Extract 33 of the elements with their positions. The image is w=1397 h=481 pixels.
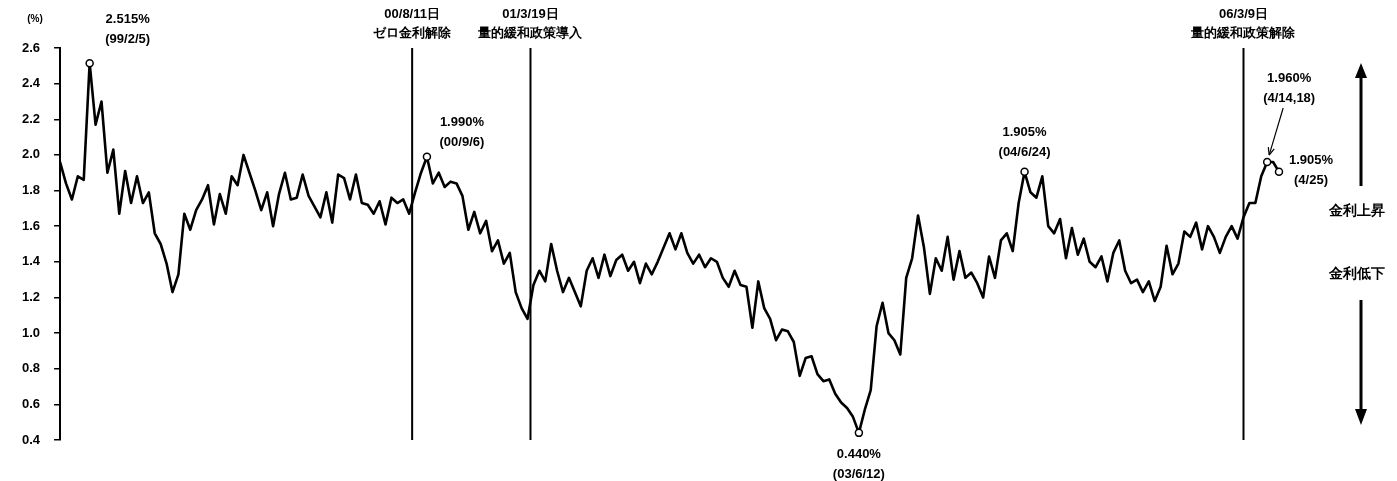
text: 金利低下: [1328, 265, 1385, 281]
y-tick-label: 2.0: [21, 146, 41, 162]
y-tick-label: 2.6: [21, 39, 41, 55]
point: [1020, 167, 1029, 177]
point: [1274, 167, 1284, 177]
text: 金利上昇: [1328, 202, 1385, 218]
text: ゼロ金利解除: [373, 25, 453, 40]
text: 2.515% (99/2/5): [105, 11, 151, 47]
y-tick-label: 1.4: [21, 253, 41, 269]
point: [854, 428, 864, 438]
y-tick-label: 1.8: [21, 182, 41, 198]
y-tick-label: 1.6: [21, 217, 41, 233]
point: [422, 152, 432, 161]
y-axis-title: (%): [27, 13, 43, 24]
annotation: 1.905% (04/6/24): [998, 123, 1051, 159]
y-tick-label: 2.2: [21, 110, 41, 126]
point: [85, 58, 94, 68]
text: 量的緩和政策解除: [1190, 25, 1297, 40]
text: 1.905% (4/25): [1288, 151, 1334, 187]
y-tick-label: 0.8: [21, 360, 41, 376]
text: 06/3/9日: [1218, 6, 1269, 21]
text: 0.440% (03/6/12): [832, 445, 885, 481]
y-tick-label: 1.0: [21, 324, 41, 340]
annotation: 1.960% (4/14,18): [1263, 70, 1316, 106]
text: 01/3/19日: [502, 6, 559, 21]
point: [1262, 157, 1272, 167]
y-tick-label: 0.4: [21, 431, 41, 447]
text: 量的緩和政策導入: [477, 25, 584, 40]
annotation: 1.990% (00/9/6): [439, 113, 485, 149]
y-tick-label: 1.2: [21, 289, 41, 305]
text: 00/8/11日: [384, 6, 440, 21]
y-tick-label: 2.4: [21, 75, 41, 91]
y-tick-label: 0.6: [21, 395, 41, 411]
